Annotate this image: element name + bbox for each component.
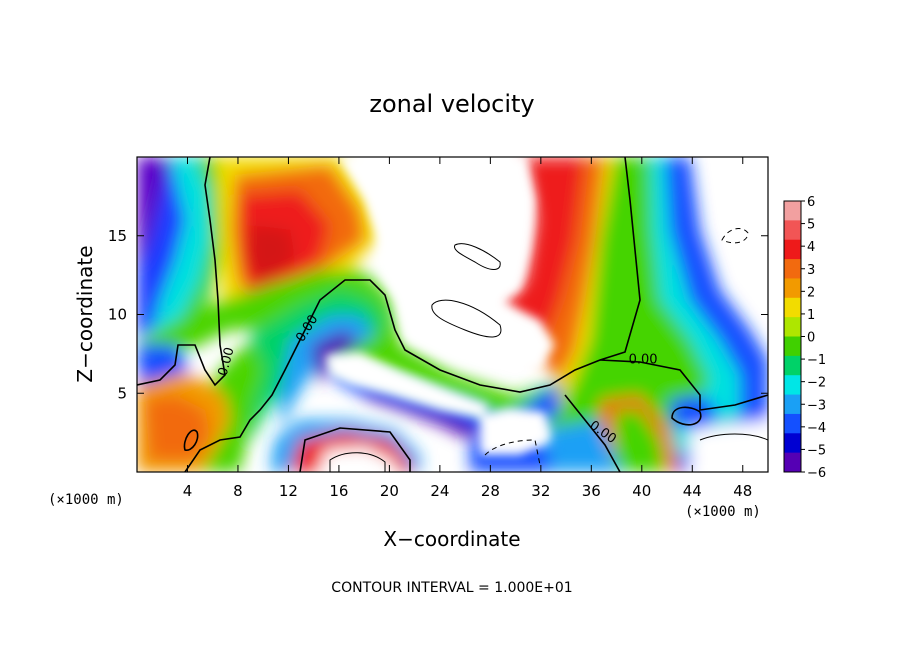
velocity-field: 0.000.00 0.000.00 [137, 157, 768, 472]
x-tick-label: 40 [632, 482, 651, 500]
colorbar-swatch [784, 201, 801, 221]
contour-white-blob-1 [431, 299, 502, 338]
colorbar-swatch [784, 413, 801, 434]
contour-interval-note: CONTOUR INTERVAL = 1.000E+01 [331, 580, 572, 596]
x-axis-unit-right: (×1000 m) [685, 504, 761, 520]
colorbar-swatch [784, 375, 801, 396]
x-tick-label: 36 [582, 482, 601, 500]
white-region-layer [325, 157, 555, 455]
x-axis-title: X−coordinate [383, 527, 520, 551]
contour-label: 0.00 [629, 353, 658, 368]
x-tick-label: 48 [733, 482, 752, 500]
colorbar-tick-label: −1 [807, 353, 826, 368]
small-contour-right [671, 406, 702, 426]
colorbar-swatch [784, 355, 801, 376]
colorbar-tick-label: 4 [807, 240, 815, 255]
dashed-contour-bottom [484, 439, 541, 466]
colorbar-swatch [784, 317, 801, 337]
contour-lines [137, 157, 768, 472]
y-axis-ticks: 5 10 15 [108, 227, 768, 402]
y-tick-label: 10 [108, 306, 127, 324]
colorbar-swatch [784, 259, 801, 279]
zero-contour-right [599, 359, 768, 411]
colorbar-tick-label: −3 [807, 398, 826, 413]
colorbar-swatch [784, 278, 801, 299]
x-axis-unit-left: (×1000 m) [48, 492, 124, 508]
colorbar-tick-label: 3 [807, 263, 815, 278]
colorbar-tick-label: −6 [807, 466, 826, 481]
thin-contours [329, 228, 768, 472]
colorbar-swatch [784, 394, 801, 415]
zero-contour-bottom [564, 394, 621, 472]
x-tick-label: 4 [183, 482, 193, 500]
colorbar-tick-label: 2 [807, 285, 815, 300]
colorbar-swatch [784, 220, 801, 241]
colorbar-swatch [784, 452, 801, 473]
colorbar-swatch [784, 433, 801, 454]
x-axis-ticks: 4 8 12 16 20 24 28 32 36 40 44 48 [183, 157, 752, 500]
y-axis-title: Z−coordinate [73, 245, 97, 382]
small-contour-left [183, 429, 199, 451]
x-tick-label: 16 [329, 482, 348, 500]
x-tick-label: 8 [233, 482, 243, 500]
y-tick-label: 15 [108, 227, 127, 245]
contour-white-blob-2 [453, 243, 501, 270]
contour-bottom-blob [329, 452, 386, 472]
zero-contour-left [137, 157, 226, 387]
x-tick-label: 28 [481, 482, 500, 500]
colorbar-swatch [784, 239, 801, 260]
chart-title: zonal velocity [369, 90, 534, 118]
colorbar-swatch [784, 297, 801, 318]
x-tick-label: 44 [683, 482, 702, 500]
x-tick-label: 20 [380, 482, 399, 500]
contour-right-bottom [699, 433, 768, 441]
x-tick-label: 24 [430, 482, 449, 500]
colorbar-tick-label: −4 [807, 421, 826, 436]
colorbar-swatch [784, 336, 801, 357]
colorbar-tick-label: 5 [807, 218, 815, 233]
y-tick-label: 5 [117, 384, 127, 402]
colorbar-tick-label: −2 [807, 376, 826, 391]
colorbar-tick-label: 6 [807, 195, 815, 210]
colorbar-tick-label: −5 [807, 443, 826, 458]
contour-label: 0.00 [216, 346, 238, 378]
x-tick-label: 12 [279, 482, 298, 500]
x-tick-label: 32 [531, 482, 550, 500]
dashed-contour-right [721, 228, 749, 244]
zero-contour-bottom-center [299, 427, 411, 472]
colorbar: 6 5 4 3 2 1 0 −1 −2 −3 −4 −5 −6 [783, 195, 826, 481]
colorbar-tick-label: 0 [807, 331, 815, 346]
colorbar-tick-label: 1 [807, 308, 815, 323]
